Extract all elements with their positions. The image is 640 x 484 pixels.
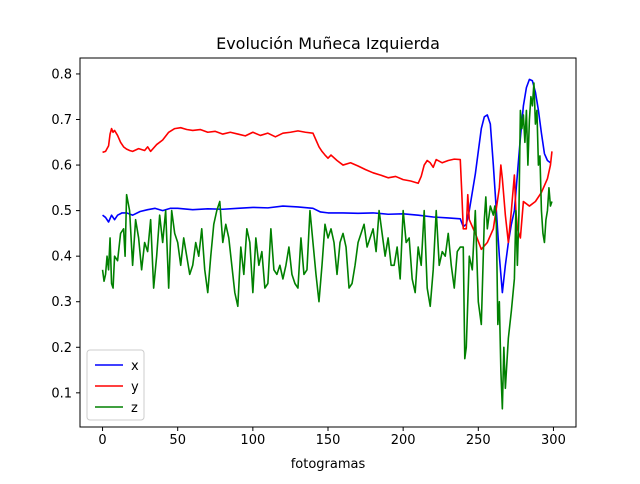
x-tick-label: 100 <box>240 433 265 448</box>
x-tick-label: 0 <box>98 433 106 448</box>
chart-title: Evolución Muñeca Izquierda <box>216 34 440 53</box>
x-tick-label: 50 <box>169 433 186 448</box>
legend-label-y: y <box>131 380 139 395</box>
y-tick-label: 0.2 <box>51 341 72 356</box>
legend: xyz <box>86 349 145 421</box>
x-tick-label: 250 <box>466 433 491 448</box>
y-tick-label: 0.7 <box>51 113 72 128</box>
legend-box <box>86 349 145 421</box>
series-line-z <box>101 82 553 410</box>
y-tick-label: 0.5 <box>51 204 72 219</box>
y-tick-label: 0.4 <box>51 250 72 265</box>
y-tick-label: 0.3 <box>51 295 72 310</box>
plot-area <box>101 78 553 410</box>
series-line-y <box>102 126 553 251</box>
x-axis-label: fotogramas <box>291 457 366 472</box>
y-tick-label: 0.8 <box>51 67 72 82</box>
x-tick-label: 150 <box>316 433 341 448</box>
y-tick-label: 0.6 <box>51 159 72 174</box>
x-tick-label: 200 <box>391 433 416 448</box>
axes: 0 50 100 150 200 250 300 0.1 0.2 0.3 0.4 0.5 0.6 0.7 0… <box>51 57 577 448</box>
x-tick-label: 300 <box>541 433 566 448</box>
series-line-x <box>102 78 551 294</box>
y-tick-label: 0.1 <box>51 386 72 401</box>
legend-label-z: z <box>131 401 138 416</box>
legend-label-x: x <box>131 359 139 374</box>
